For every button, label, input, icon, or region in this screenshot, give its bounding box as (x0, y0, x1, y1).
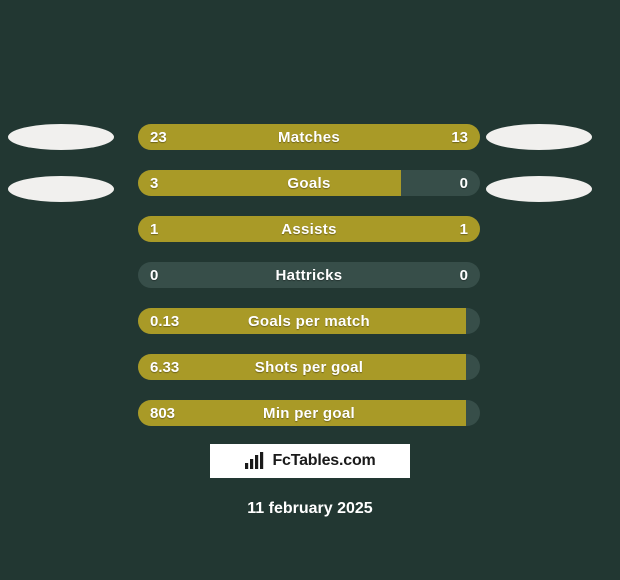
comparison-bars: 2313Matches30Goals11Assists00Hattricks0.… (138, 124, 480, 446)
stat-bar-right (309, 216, 480, 242)
stat-row: 11Assists (138, 216, 480, 242)
stat-row: 0.13Goals per match (138, 308, 480, 334)
stat-row: 0 0Hattricks (138, 262, 480, 288)
right-team-badge-1 (486, 124, 592, 150)
stat-value-left: 0 (150, 262, 158, 288)
left-team-badge-2 (8, 176, 114, 202)
stat-row: 6.33Shots per goal (138, 354, 480, 380)
logo-text: FcTables.com (272, 452, 375, 470)
right-team-badge-2 (486, 176, 592, 202)
stat-value-right: 0 (460, 262, 468, 288)
stat-row: 30Goals (138, 170, 480, 196)
stat-bar-left (138, 354, 466, 380)
bar-chart-icon (244, 452, 266, 470)
fctables-logo: FcTables.com (210, 444, 410, 478)
stat-value-right: 0 (460, 170, 468, 196)
stat-bar-left (138, 124, 347, 150)
stat-bar-left (138, 216, 309, 242)
stat-label: Hattricks (138, 262, 480, 288)
stat-row: 2313Matches (138, 124, 480, 150)
stat-row: 803Min per goal (138, 400, 480, 426)
stat-bar-left (138, 308, 466, 334)
left-team-badge-1 (8, 124, 114, 150)
footer-date: 11 february 2025 (0, 500, 620, 518)
stat-bar-left (138, 400, 466, 426)
stat-bar-right (347, 124, 480, 150)
stat-bar-left (138, 170, 401, 196)
